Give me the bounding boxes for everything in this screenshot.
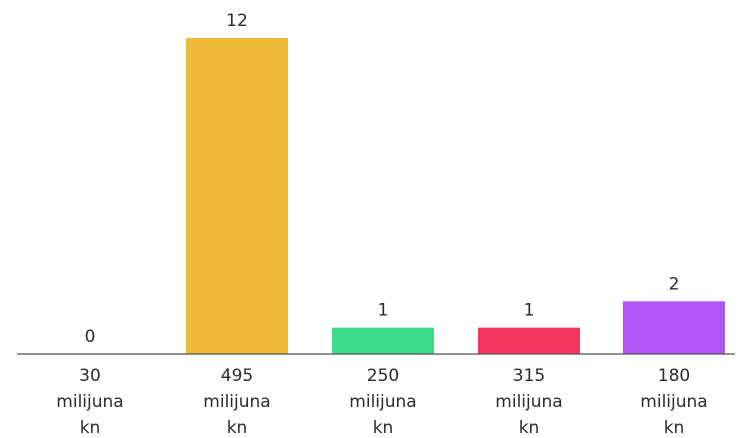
x-tick-labels-group: 30 milijuna kn 495 milijuna kn 250 milijuna kn 31… — [56, 366, 707, 438]
bar-value-label: 0 — [85, 327, 96, 347]
bar-value-label: 2 — [669, 274, 680, 294]
bar — [623, 301, 725, 354]
bar — [332, 327, 434, 354]
bar-value-label: 1 — [524, 301, 535, 321]
x-tick-label: kn — [664, 418, 685, 438]
x-tick-label: kn — [227, 418, 248, 438]
x-tick-label: milijuna — [349, 392, 416, 412]
bar-value-label: 12 — [226, 11, 248, 31]
x-tick-label: 180 — [658, 366, 690, 386]
x-tick-label: kn — [80, 418, 101, 438]
x-tick-label: milijuna — [640, 392, 707, 412]
bar — [478, 327, 580, 354]
x-tick-label: 315 — [513, 366, 545, 386]
x-tick-label: milijuna — [203, 392, 270, 412]
bars-group — [186, 38, 725, 354]
x-tick-label: milijuna — [56, 392, 123, 412]
x-tick-label: milijuna — [495, 392, 562, 412]
bar-value-label: 1 — [378, 301, 389, 321]
x-tick-label: kn — [519, 418, 540, 438]
bar — [186, 38, 288, 354]
x-tick-label: kn — [373, 418, 394, 438]
x-tick-label: 30 — [79, 366, 101, 386]
x-tick-label: 250 — [367, 366, 399, 386]
x-tick-label: 495 — [221, 366, 253, 386]
